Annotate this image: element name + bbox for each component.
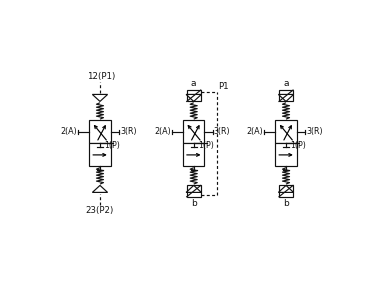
Text: b: b [283,199,289,208]
Text: a: a [191,79,197,88]
Text: 3(R): 3(R) [306,128,323,136]
Text: 1(P): 1(P) [198,141,214,150]
Bar [187,185,201,197]
Text: 2(A): 2(A) [154,128,171,136]
Bar [183,120,204,143]
Text: a: a [283,79,289,88]
Text: 2(A): 2(A) [246,128,263,136]
Bar [279,185,293,197]
Bar [90,143,110,166]
Text: 3(R): 3(R) [214,128,231,136]
Bar [276,143,297,166]
Text: 2(A): 2(A) [60,128,77,136]
Bar [183,143,204,166]
Text: b: b [191,199,197,208]
Text: 12(P1): 12(P1) [87,72,115,81]
Bar [279,90,293,101]
Text: 3(R): 3(R) [120,128,137,136]
Text: 1(P): 1(P) [104,141,120,150]
Text: 23(P2): 23(P2) [86,206,114,215]
Bar [90,120,110,143]
Text: P1: P1 [218,82,229,91]
Bar [187,90,201,101]
Bar [276,120,297,143]
Text: 1(P): 1(P) [290,141,306,150]
